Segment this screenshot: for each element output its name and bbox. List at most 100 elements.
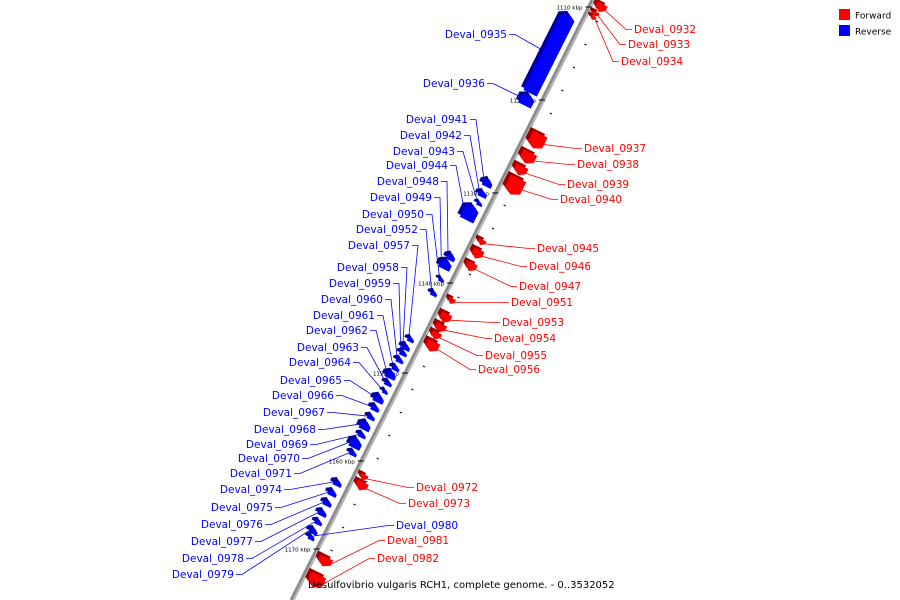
- gene-label[interactable]: Deval_0948: [377, 176, 439, 188]
- gene-label[interactable]: Deval_0973: [408, 498, 470, 510]
- gene-label[interactable]: Deval_0954: [494, 333, 556, 345]
- gene-label[interactable]: Deval_0971: [230, 468, 292, 480]
- gene-deval-0973[interactable]: [353, 475, 369, 491]
- gene-deval-0946[interactable]: [469, 243, 485, 259]
- gene-deval-0970[interactable]: [346, 435, 362, 451]
- gene-label[interactable]: Deval_0950: [362, 209, 424, 221]
- gene-label[interactable]: Deval_0943: [393, 146, 455, 158]
- gene-label[interactable]: Deval_0979: [172, 569, 234, 581]
- gene-deval-0971[interactable]: [346, 447, 357, 458]
- gene-deval-0956[interactable]: [423, 335, 441, 352]
- gene-label[interactable]: Deval_0977: [191, 536, 253, 548]
- gene-label[interactable]: Deval_0965: [280, 375, 342, 387]
- gene-label[interactable]: Deval_0932: [634, 24, 696, 36]
- gene-label[interactable]: Deval_0970: [238, 453, 300, 465]
- gene-deval-0963[interactable]: [381, 377, 392, 388]
- gene-deval-0938[interactable]: [517, 145, 538, 164]
- gene-label[interactable]: Deval_0978: [182, 553, 244, 565]
- gene-label[interactable]: Deval_0946: [529, 261, 591, 273]
- gene-label[interactable]: Deval_0945: [537, 243, 599, 255]
- gene-label[interactable]: Deval_0960: [321, 294, 383, 306]
- gene-label[interactable]: Deval_0958: [337, 262, 399, 274]
- gene-deval-0940[interactable]: [502, 170, 527, 195]
- gene-deval-0981[interactable]: [315, 550, 334, 567]
- gene-label[interactable]: Deval_0963: [297, 342, 359, 354]
- gene-deval-0960[interactable]: [392, 354, 404, 365]
- gene-label[interactable]: Deval_0980: [396, 520, 458, 532]
- gene-deval-0962[interactable]: [381, 367, 396, 381]
- gene-label[interactable]: Deval_0955: [485, 350, 547, 362]
- gene-label[interactable]: Deval_0961: [313, 310, 375, 322]
- gene-deval-0942[interactable]: [475, 188, 487, 199]
- gene-label[interactable]: Deval_0966: [272, 390, 334, 402]
- gene-label[interactable]: Deval_0969: [246, 439, 308, 451]
- gene-label[interactable]: Deval_0964: [289, 357, 351, 369]
- gene-deval-0979[interactable]: [305, 525, 318, 536]
- gene-deval-0939[interactable]: [511, 159, 529, 176]
- gene-deval-0961[interactable]: [388, 362, 400, 373]
- gene-label[interactable]: Deval_0953: [502, 317, 564, 329]
- gene-deval-0950[interactable]: [435, 274, 445, 284]
- gene-deval-0953[interactable]: [437, 307, 453, 323]
- gene-deval-0972[interactable]: [357, 469, 369, 481]
- gene-deval-0976[interactable]: [319, 497, 332, 508]
- gene-deval-0975[interactable]: [325, 487, 337, 498]
- gene-label[interactable]: Deval_0937: [584, 143, 646, 155]
- gene-deval-0978[interactable]: [311, 516, 323, 527]
- gene-label[interactable]: Deval_0934: [621, 56, 683, 68]
- gene-deval-0951[interactable]: [445, 293, 456, 304]
- gene-label[interactable]: Deval_0935: [445, 29, 507, 41]
- gene-label[interactable]: Deval_0975: [211, 502, 273, 514]
- gene-label[interactable]: Deval_0939: [567, 179, 629, 191]
- gene-deval-0959[interactable]: [396, 347, 408, 358]
- gene-label[interactable]: Deval_0941: [406, 114, 468, 126]
- gene-deval-0969[interactable]: [355, 429, 366, 440]
- gene-deval-0980[interactable]: [304, 531, 315, 542]
- gene-label[interactable]: Deval_0959: [329, 278, 391, 290]
- gene-deval-0964[interactable]: [379, 386, 388, 396]
- gene-label[interactable]: Deval_0981: [387, 535, 449, 547]
- gene-deval-0936[interactable]: [515, 91, 535, 109]
- gene-deval-0945[interactable]: [475, 234, 487, 246]
- gene-deval-0935[interactable]: [520, 11, 575, 97]
- gene-deval-0947[interactable]: [463, 256, 478, 272]
- gene-label[interactable]: Deval_0949: [370, 192, 432, 204]
- gene-deval-0957[interactable]: [404, 333, 415, 344]
- gene-deval-0943[interactable]: [473, 198, 483, 208]
- gene-deval-0955[interactable]: [428, 326, 443, 340]
- gene-label[interactable]: Deval_0957: [348, 240, 410, 252]
- gene-label[interactable]: Deval_0944: [386, 160, 448, 172]
- gene-deval-0958[interactable]: [398, 341, 411, 352]
- gene-label[interactable]: Deval_0936: [423, 78, 485, 90]
- gene-label[interactable]: Deval_0952: [356, 224, 418, 236]
- gene-deval-0934[interactable]: [587, 11, 597, 20]
- gene-label[interactable]: Deval_0982: [377, 553, 439, 565]
- gene-deval-0966[interactable]: [367, 402, 380, 413]
- gene-label[interactable]: Deval_0974: [220, 484, 282, 496]
- gene-deval-0952[interactable]: [427, 287, 438, 298]
- gene-deval-0933[interactable]: [589, 6, 600, 17]
- gene-label[interactable]: Deval_0947: [519, 281, 581, 293]
- gene-label[interactable]: Deval_0962: [306, 325, 368, 337]
- gene-deval-0982[interactable]: [305, 567, 327, 588]
- gene-label[interactable]: Deval_0938: [577, 159, 639, 171]
- gene-deval-0941[interactable]: [479, 175, 493, 189]
- gene-deval-0932[interactable]: [593, 0, 608, 13]
- gene-label[interactable]: Deval_0940: [560, 194, 622, 206]
- gene-deval-0937[interactable]: [525, 126, 548, 149]
- gene-label[interactable]: Deval_0967: [263, 407, 325, 419]
- gene-label[interactable]: Deval_0951: [511, 297, 573, 309]
- gene-deval-0944[interactable]: [457, 202, 479, 224]
- gene-deval-0977[interactable]: [314, 507, 327, 518]
- gene-deval-0965[interactable]: [369, 391, 384, 405]
- gene-label[interactable]: Deval_0933: [628, 39, 690, 51]
- gene-deval-0974[interactable]: [330, 477, 342, 488]
- gene-label[interactable]: Deval_0942: [400, 130, 462, 142]
- gene-label[interactable]: Deval_0976: [201, 519, 263, 531]
- gene-deval-0948[interactable]: [443, 250, 456, 263]
- gene-label[interactable]: Deval_0956: [478, 364, 540, 376]
- gene-deval-0954[interactable]: [432, 317, 448, 333]
- gene-deval-0967[interactable]: [364, 411, 375, 422]
- gene-label[interactable]: Deval_0968: [254, 424, 316, 436]
- gene-deval-0949[interactable]: [435, 256, 452, 272]
